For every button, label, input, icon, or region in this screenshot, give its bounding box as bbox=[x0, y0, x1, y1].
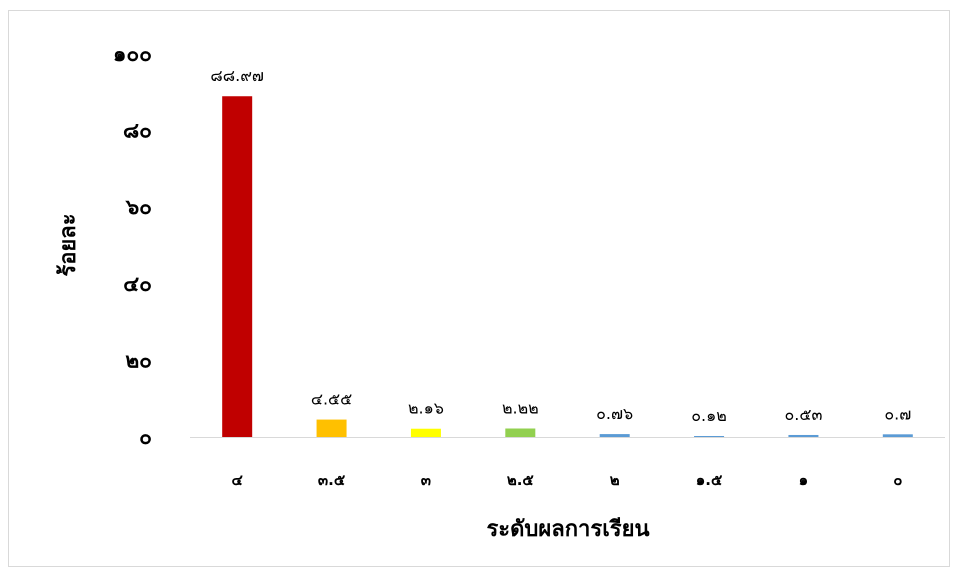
y-tick-label: ๘๐ bbox=[123, 119, 152, 143]
data-labels-group: ๘๘.๙๗๔.๕๕ ๒.๑๖ ๒.๒๒ ๐.๗๖ ๐.๑๒ ๐.๕๓ ๐.๗ bbox=[210, 66, 911, 425]
bar bbox=[411, 429, 441, 437]
bars-group bbox=[222, 96, 913, 437]
data-label: ๒.๑๖ bbox=[408, 399, 444, 418]
bar bbox=[694, 436, 724, 437]
x-tick-label: ๓ bbox=[421, 471, 431, 489]
x-axis-ticks: ๔ ๓.๕ ๓ ๒.๕ ๒ ๑.๕ ๑ ๐ bbox=[232, 471, 903, 489]
bar bbox=[505, 428, 535, 437]
data-label: ๐.๗๖ bbox=[596, 404, 633, 423]
bar bbox=[788, 435, 818, 437]
y-axis-ticks: ๐ ๒๐ ๔๐ ๖๐ ๘๐ ๑๐๐ bbox=[113, 42, 152, 449]
x-tick-label: ๒.๕ bbox=[507, 471, 535, 489]
data-label: ๔.๕๕ bbox=[311, 390, 352, 409]
bar bbox=[222, 96, 252, 437]
data-label: ๐.๕๓ bbox=[784, 405, 822, 424]
x-tick-label: ๐ bbox=[893, 471, 902, 489]
x-tick-label: ๑.๕ bbox=[696, 471, 723, 489]
data-label: ๐.๗ bbox=[884, 404, 911, 423]
data-label: ๒.๒๒ bbox=[502, 398, 539, 417]
y-tick-label: ๔๐ bbox=[123, 272, 152, 296]
bar bbox=[600, 434, 630, 437]
x-tick-label: ๔ bbox=[232, 471, 244, 489]
bar bbox=[317, 420, 347, 437]
x-tick-label: ๒ bbox=[610, 471, 620, 489]
y-tick-label: ๖๐ bbox=[125, 195, 152, 219]
x-tick-label: ๓.๕ bbox=[318, 471, 346, 489]
y-tick-label: ๒๐ bbox=[125, 348, 152, 372]
data-label: ๘๘.๙๗ bbox=[210, 66, 264, 85]
y-tick-label: ๑๐๐ bbox=[113, 42, 152, 66]
x-axis-title: ระดับผลการเรียน bbox=[486, 517, 649, 542]
y-tick-label: ๐ bbox=[139, 425, 152, 449]
bar bbox=[883, 434, 913, 437]
data-label: ๐.๑๒ bbox=[691, 406, 727, 425]
x-tick-label: ๑ bbox=[799, 471, 809, 489]
y-axis-title: ร้อยละ bbox=[56, 213, 81, 276]
